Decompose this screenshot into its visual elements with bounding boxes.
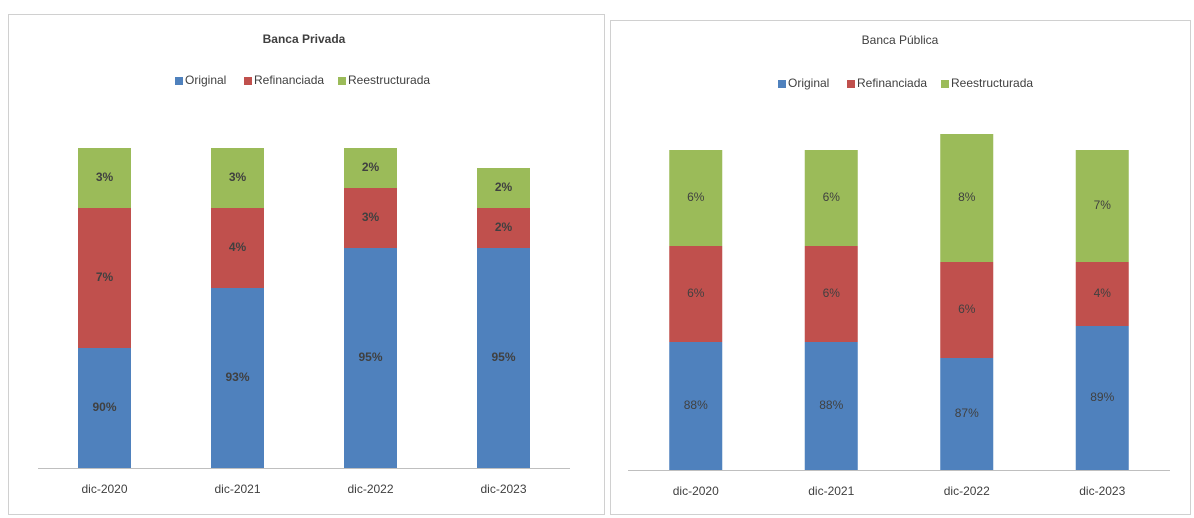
legend-label: Refinanciada <box>857 76 927 90</box>
data-label: 6% <box>687 286 705 300</box>
x-tick-label: dic-2022 <box>944 484 990 498</box>
bar-segment <box>669 150 723 246</box>
data-label: 2% <box>495 180 513 194</box>
data-label: 89% <box>1090 390 1114 404</box>
bar-segment <box>1075 262 1129 326</box>
bar-segment <box>669 246 723 342</box>
data-label: 6% <box>958 302 976 316</box>
bar-segment <box>940 262 994 358</box>
bar-segment <box>78 208 131 348</box>
data-label: 95% <box>358 350 382 364</box>
bar-segment <box>477 168 530 208</box>
x-tick-label: dic-2023 <box>1079 484 1125 498</box>
bar-segment <box>1075 326 1129 470</box>
legend-swatch <box>847 80 855 88</box>
data-label: 6% <box>823 190 841 204</box>
data-label: 88% <box>819 398 843 412</box>
bar-segment <box>477 248 530 468</box>
legend-swatch <box>941 80 949 88</box>
data-label: 7% <box>1094 198 1112 212</box>
bar-segment <box>78 348 131 468</box>
chart-title: Banca Privada <box>263 32 346 46</box>
data-label: 2% <box>495 220 513 234</box>
bar-segment <box>344 148 397 188</box>
data-label: 3% <box>96 170 114 184</box>
legend-swatch <box>338 77 346 85</box>
data-label: 87% <box>955 406 979 420</box>
bar-segment <box>940 134 994 262</box>
data-label: 7% <box>96 270 114 284</box>
bar-segment <box>804 150 858 246</box>
data-label: 6% <box>823 286 841 300</box>
legend-label: Reestructurada <box>951 76 1033 90</box>
data-label: 95% <box>491 350 515 364</box>
legend-label: Original <box>788 76 829 90</box>
bar-segment <box>78 148 131 208</box>
legend-swatch <box>244 77 252 85</box>
x-tick-label: dic-2023 <box>480 482 526 496</box>
data-label: 6% <box>687 190 705 204</box>
bar-segment <box>804 246 858 342</box>
bar-segment <box>477 208 530 248</box>
x-tick-label: dic-2020 <box>81 482 127 496</box>
data-label: 3% <box>229 170 247 184</box>
x-tick-label: dic-2020 <box>673 484 719 498</box>
bar-segment <box>940 358 994 470</box>
x-tick-label: dic-2021 <box>214 482 260 496</box>
legend-label: Reestructurada <box>348 73 430 87</box>
bar-segment <box>1075 150 1129 262</box>
legend-swatch <box>175 77 183 85</box>
bar-segment <box>669 342 723 470</box>
bar-segment <box>344 188 397 248</box>
data-label: 88% <box>684 398 708 412</box>
data-label: 93% <box>225 370 249 384</box>
data-label: 3% <box>362 210 380 224</box>
bar-segment <box>344 248 397 468</box>
data-label: 2% <box>362 160 380 174</box>
data-label: 4% <box>1094 286 1112 300</box>
x-tick-label: dic-2022 <box>347 482 393 496</box>
bar-segment <box>804 342 858 470</box>
legend-label: Original <box>185 73 226 87</box>
bar-segment <box>211 288 264 468</box>
bar-segment <box>211 208 264 288</box>
chart-title: Banca Pública <box>862 33 939 47</box>
bar-segment <box>211 148 264 208</box>
data-label: 90% <box>92 400 116 414</box>
x-tick-label: dic-2021 <box>808 484 854 498</box>
legend-swatch <box>778 80 786 88</box>
data-label: 4% <box>229 240 247 254</box>
data-label: 8% <box>958 190 976 204</box>
legend-label: Refinanciada <box>254 73 324 87</box>
